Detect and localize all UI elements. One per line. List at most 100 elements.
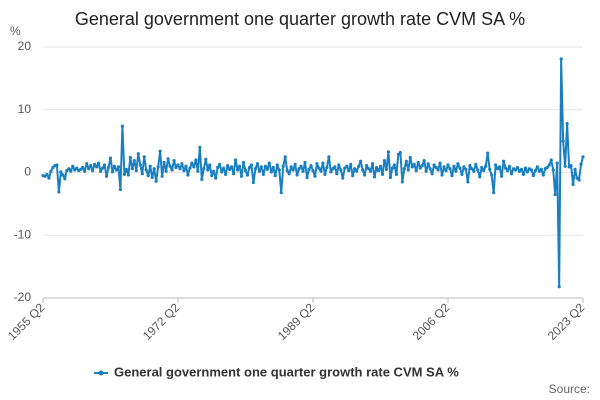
point bbox=[228, 167, 232, 171]
point bbox=[557, 285, 561, 289]
point bbox=[384, 167, 389, 171]
x-tick-label: 2023 Q2 bbox=[545, 300, 588, 343]
chart-title: General government one quarter growth ra… bbox=[75, 9, 525, 29]
point bbox=[104, 174, 109, 178]
point bbox=[206, 168, 210, 172]
point bbox=[172, 158, 176, 163]
point bbox=[380, 172, 385, 176]
point bbox=[212, 169, 216, 173]
point bbox=[347, 169, 351, 173]
point bbox=[311, 169, 315, 173]
point bbox=[196, 169, 200, 173]
point bbox=[287, 172, 291, 176]
point bbox=[343, 166, 347, 170]
point bbox=[63, 177, 67, 181]
point bbox=[452, 164, 456, 168]
point bbox=[285, 169, 289, 173]
point bbox=[422, 158, 426, 163]
point bbox=[539, 167, 543, 171]
point bbox=[353, 167, 357, 171]
point bbox=[577, 178, 581, 182]
point bbox=[140, 172, 144, 176]
point bbox=[146, 174, 150, 178]
point bbox=[170, 168, 174, 172]
point bbox=[289, 165, 293, 169]
point bbox=[329, 170, 333, 174]
point bbox=[224, 172, 228, 176]
point bbox=[220, 170, 224, 174]
point bbox=[464, 167, 468, 171]
y-tick-label: -10 bbox=[14, 227, 32, 241]
point bbox=[476, 168, 480, 172]
point bbox=[98, 169, 103, 173]
y-tick-label: -20 bbox=[14, 290, 32, 304]
point bbox=[239, 174, 244, 178]
point bbox=[154, 179, 158, 183]
point bbox=[505, 169, 510, 173]
point bbox=[561, 139, 565, 143]
point bbox=[114, 168, 119, 172]
point bbox=[430, 172, 434, 176]
point bbox=[545, 165, 549, 170]
y-tick-label: 20 bbox=[18, 39, 32, 53]
point bbox=[581, 155, 585, 159]
point bbox=[571, 182, 575, 187]
point bbox=[162, 160, 166, 165]
point bbox=[202, 167, 206, 171]
point bbox=[71, 164, 75, 168]
point bbox=[486, 151, 490, 155]
point bbox=[204, 157, 208, 161]
point bbox=[531, 174, 535, 178]
point bbox=[472, 169, 476, 173]
point bbox=[480, 165, 484, 170]
point bbox=[456, 162, 460, 166]
point bbox=[496, 167, 500, 171]
point bbox=[218, 162, 222, 166]
point bbox=[251, 180, 256, 185]
point bbox=[442, 165, 446, 169]
point bbox=[523, 166, 528, 170]
point bbox=[525, 170, 530, 174]
point bbox=[126, 173, 130, 177]
point bbox=[482, 169, 486, 173]
point bbox=[402, 167, 406, 171]
point bbox=[436, 168, 440, 172]
point bbox=[277, 168, 281, 172]
point bbox=[95, 165, 99, 169]
point bbox=[261, 172, 265, 176]
point bbox=[438, 161, 442, 165]
point bbox=[345, 164, 349, 168]
point bbox=[392, 163, 396, 167]
point bbox=[555, 161, 559, 165]
point bbox=[404, 159, 408, 163]
point bbox=[222, 166, 226, 170]
point bbox=[349, 162, 353, 166]
point bbox=[503, 166, 508, 170]
point bbox=[509, 172, 514, 176]
point bbox=[230, 165, 234, 169]
point bbox=[69, 169, 73, 173]
point bbox=[164, 169, 168, 173]
point bbox=[253, 167, 258, 171]
point bbox=[339, 168, 343, 172]
point bbox=[315, 162, 319, 166]
point bbox=[59, 170, 63, 174]
point bbox=[370, 162, 375, 166]
point bbox=[551, 168, 555, 172]
point bbox=[498, 165, 502, 169]
point bbox=[118, 187, 123, 192]
point bbox=[406, 168, 410, 172]
point bbox=[138, 163, 142, 167]
point bbox=[293, 162, 297, 166]
point bbox=[305, 175, 309, 180]
point bbox=[257, 169, 261, 173]
point bbox=[93, 162, 97, 166]
legend-label: General government one quarter growth ra… bbox=[114, 364, 459, 379]
point bbox=[468, 163, 472, 168]
point bbox=[156, 165, 160, 169]
point bbox=[368, 169, 373, 173]
point bbox=[337, 163, 341, 167]
point bbox=[245, 173, 250, 177]
point bbox=[519, 167, 524, 171]
point bbox=[200, 177, 204, 182]
